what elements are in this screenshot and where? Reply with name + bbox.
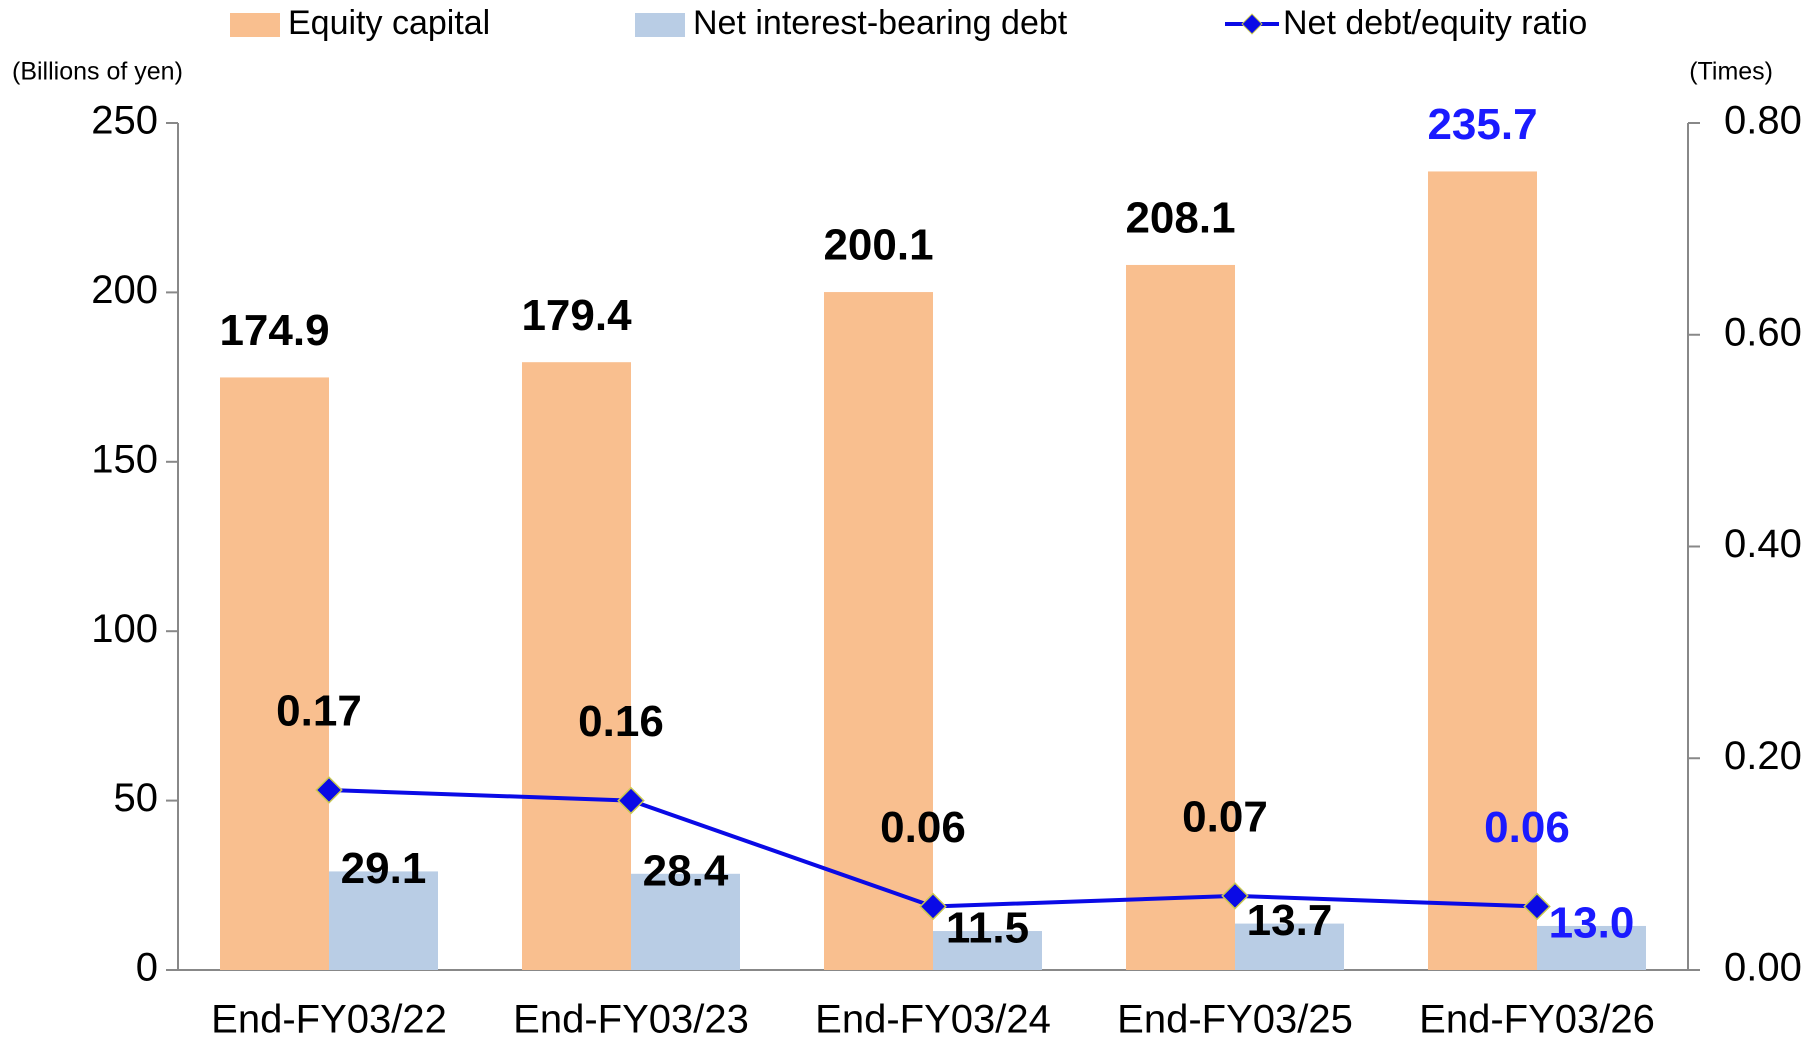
y2-tick-label: 0.20 [1724, 734, 1802, 778]
bar [1537, 925, 1646, 970]
data-label: 28.4 [643, 846, 729, 895]
ratio-label: 0.16 [578, 697, 664, 746]
y-tick-label: 50 [114, 776, 159, 820]
bar [329, 871, 438, 970]
x-tick-label: End-FY03/22 [211, 998, 447, 1037]
ratio-marker [315, 776, 343, 804]
y-axis-label: (Billions of yen) [12, 58, 183, 86]
data-label: 179.4 [521, 291, 632, 340]
bar [522, 362, 631, 970]
data-label: 235.7 [1427, 100, 1537, 149]
data-label: 174.9 [219, 306, 329, 355]
data-label: 29.1 [341, 844, 427, 893]
y-tick-label: 0 [136, 946, 158, 990]
data-label: 13.0 [1549, 899, 1635, 948]
ratio-label: 0.07 [1182, 793, 1268, 842]
bar [1126, 264, 1235, 970]
legend-label: Net debt/equity ratio [1283, 4, 1587, 42]
x-tick-label: End-FY03/26 [1419, 998, 1655, 1037]
bar [631, 873, 740, 970]
ratio-marker [617, 786, 645, 815]
data-label: 208.1 [1125, 194, 1235, 243]
legend-marker [1241, 13, 1263, 35]
legend-label: Net interest-bearing debt [693, 4, 1068, 42]
y-tick-label: 100 [91, 607, 158, 651]
ratio-label: 0.06 [880, 803, 966, 852]
legend-swatch [230, 13, 280, 37]
bar [1428, 171, 1537, 971]
x-tick-label: End-FY03/24 [815, 998, 1051, 1037]
ratio-marker [1523, 892, 1551, 921]
y2-axis-label: (Times) [1689, 58, 1773, 86]
bar [824, 292, 933, 971]
y2-tick-label: 0.00 [1724, 946, 1802, 990]
y2-tick-label: 0.40 [1724, 522, 1802, 566]
data-label: 11.5 [946, 904, 1029, 953]
ratio-marker [919, 892, 947, 921]
y-tick-label: 150 [91, 437, 158, 481]
bar [933, 931, 1042, 970]
data-label: 13.7 [1247, 896, 1333, 945]
y-tick-label: 200 [91, 268, 158, 312]
y-tick-label: 250 [91, 99, 158, 143]
legend-label: Equity capital [288, 4, 490, 42]
y2-tick-label: 0.80 [1724, 99, 1802, 143]
data-label: 200.1 [823, 221, 933, 270]
x-tick-label: End-FY03/25 [1117, 998, 1353, 1037]
y2-tick-label: 0.60 [1724, 310, 1802, 354]
x-tick-label: End-FY03/23 [513, 998, 749, 1037]
ratio-label: 0.17 [276, 687, 362, 736]
bar [1235, 923, 1344, 970]
legend-swatch [635, 13, 685, 37]
ratio-label: 0.06 [1484, 803, 1570, 852]
bar [220, 377, 329, 970]
ratio-marker [1221, 882, 1249, 910]
